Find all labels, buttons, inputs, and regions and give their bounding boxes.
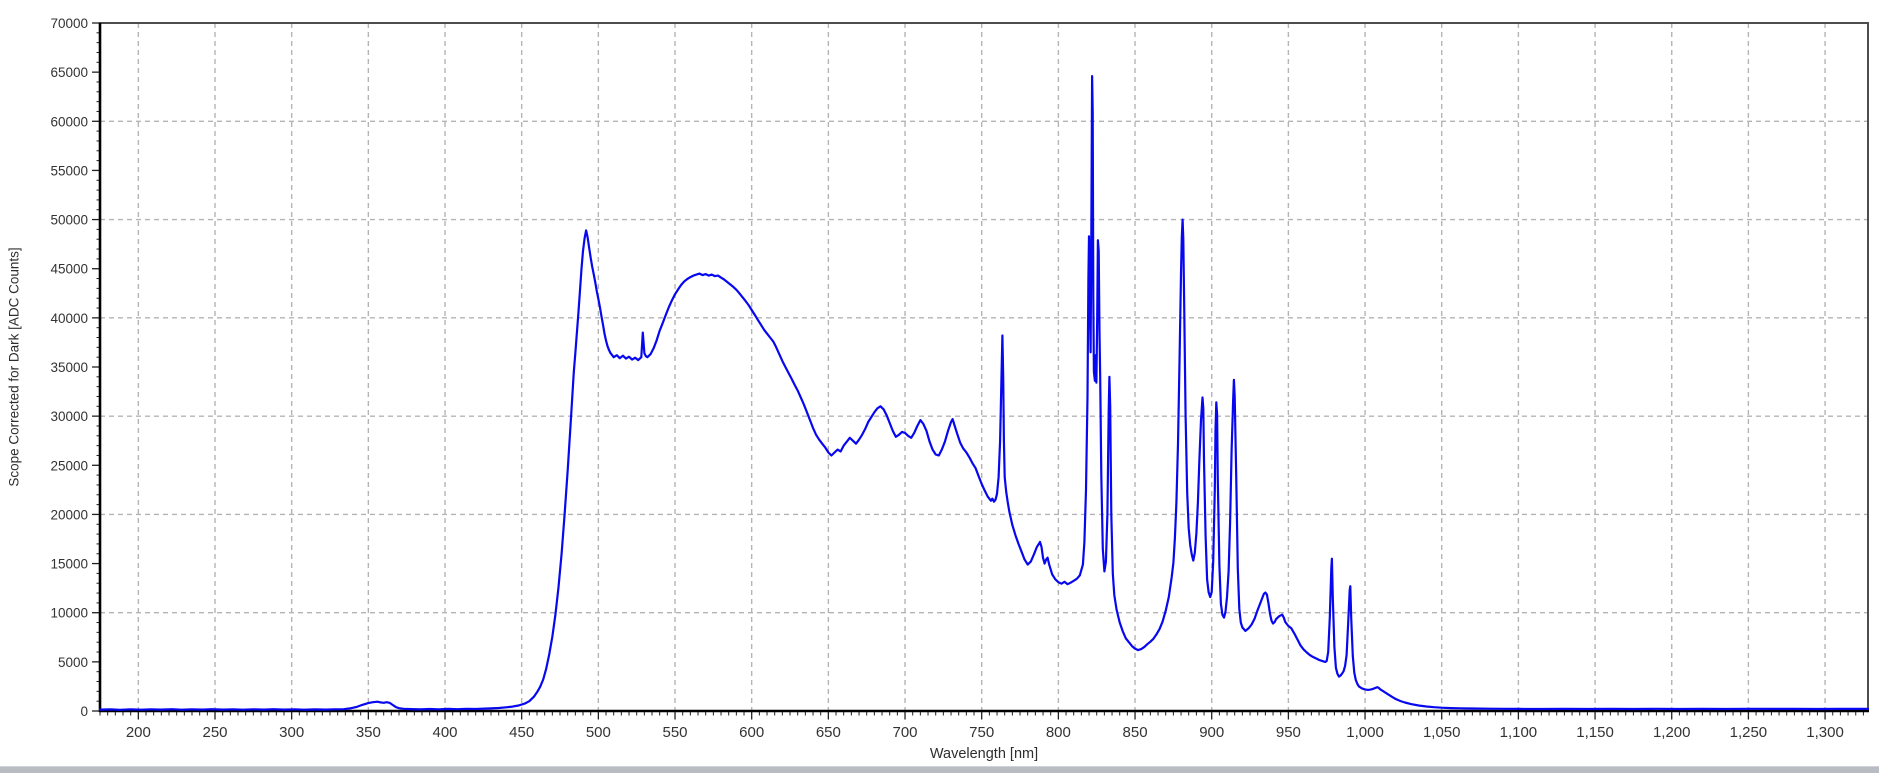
x-tick-label: 1,250 bbox=[1730, 724, 1768, 741]
spectrum-trace bbox=[98, 74, 1870, 711]
x-tick-label: 1,200 bbox=[1653, 724, 1691, 741]
y-tick-label: 55000 bbox=[50, 163, 88, 178]
x-tick-label: 1,300 bbox=[1806, 724, 1844, 741]
x-tick-label: 200 bbox=[126, 724, 151, 741]
y-tick-label: 5000 bbox=[58, 655, 88, 670]
y-tick-label: 20000 bbox=[50, 507, 88, 522]
y-tick-label: 45000 bbox=[50, 262, 88, 277]
x-tick-label: 1,150 bbox=[1576, 724, 1614, 741]
x-tick-label: 1,100 bbox=[1500, 724, 1538, 741]
x-tick-label: 1,000 bbox=[1346, 724, 1384, 741]
x-tick-label: 250 bbox=[202, 724, 227, 741]
bottom-status-bar bbox=[0, 766, 1879, 773]
x-tick-label: 900 bbox=[1199, 724, 1224, 741]
x-axis-title: Wavelength [nm] bbox=[929, 746, 1039, 762]
x-tick-label: 800 bbox=[1046, 724, 1071, 741]
x-tick-label: 500 bbox=[586, 724, 611, 741]
x-tick-label: 850 bbox=[1123, 724, 1148, 741]
y-tick-label: 50000 bbox=[50, 213, 88, 228]
y-tick-label: 40000 bbox=[50, 311, 88, 326]
x-tick-label: 550 bbox=[663, 724, 688, 741]
x-tick-label: 450 bbox=[509, 724, 534, 741]
y-tick-label: 60000 bbox=[50, 114, 88, 129]
y-axis-title: Scope Corrected for Dark [ADC Counts] bbox=[6, 247, 22, 487]
x-tick-label: 750 bbox=[969, 724, 994, 741]
x-tick-label: 1,050 bbox=[1423, 724, 1461, 741]
y-tick-label: 25000 bbox=[50, 458, 88, 473]
y-tick-label: 0 bbox=[80, 704, 88, 719]
x-tick-label: 700 bbox=[893, 724, 918, 741]
y-tick-label: 65000 bbox=[50, 65, 88, 80]
plot-background bbox=[100, 23, 1868, 711]
x-tick-label: 300 bbox=[279, 724, 304, 741]
y-tick-label: 35000 bbox=[50, 360, 88, 375]
x-tick-label: 600 bbox=[739, 724, 764, 741]
y-tick-label: 10000 bbox=[50, 606, 88, 621]
y-tick-label: 30000 bbox=[50, 409, 88, 424]
x-tick-label: 350 bbox=[356, 724, 381, 741]
x-tick-label: 950 bbox=[1276, 724, 1301, 741]
y-tick-label: 70000 bbox=[50, 16, 88, 31]
y-tick-label: 15000 bbox=[50, 557, 88, 572]
x-tick-label: 400 bbox=[432, 724, 457, 741]
x-tick-label: 650 bbox=[816, 724, 841, 741]
